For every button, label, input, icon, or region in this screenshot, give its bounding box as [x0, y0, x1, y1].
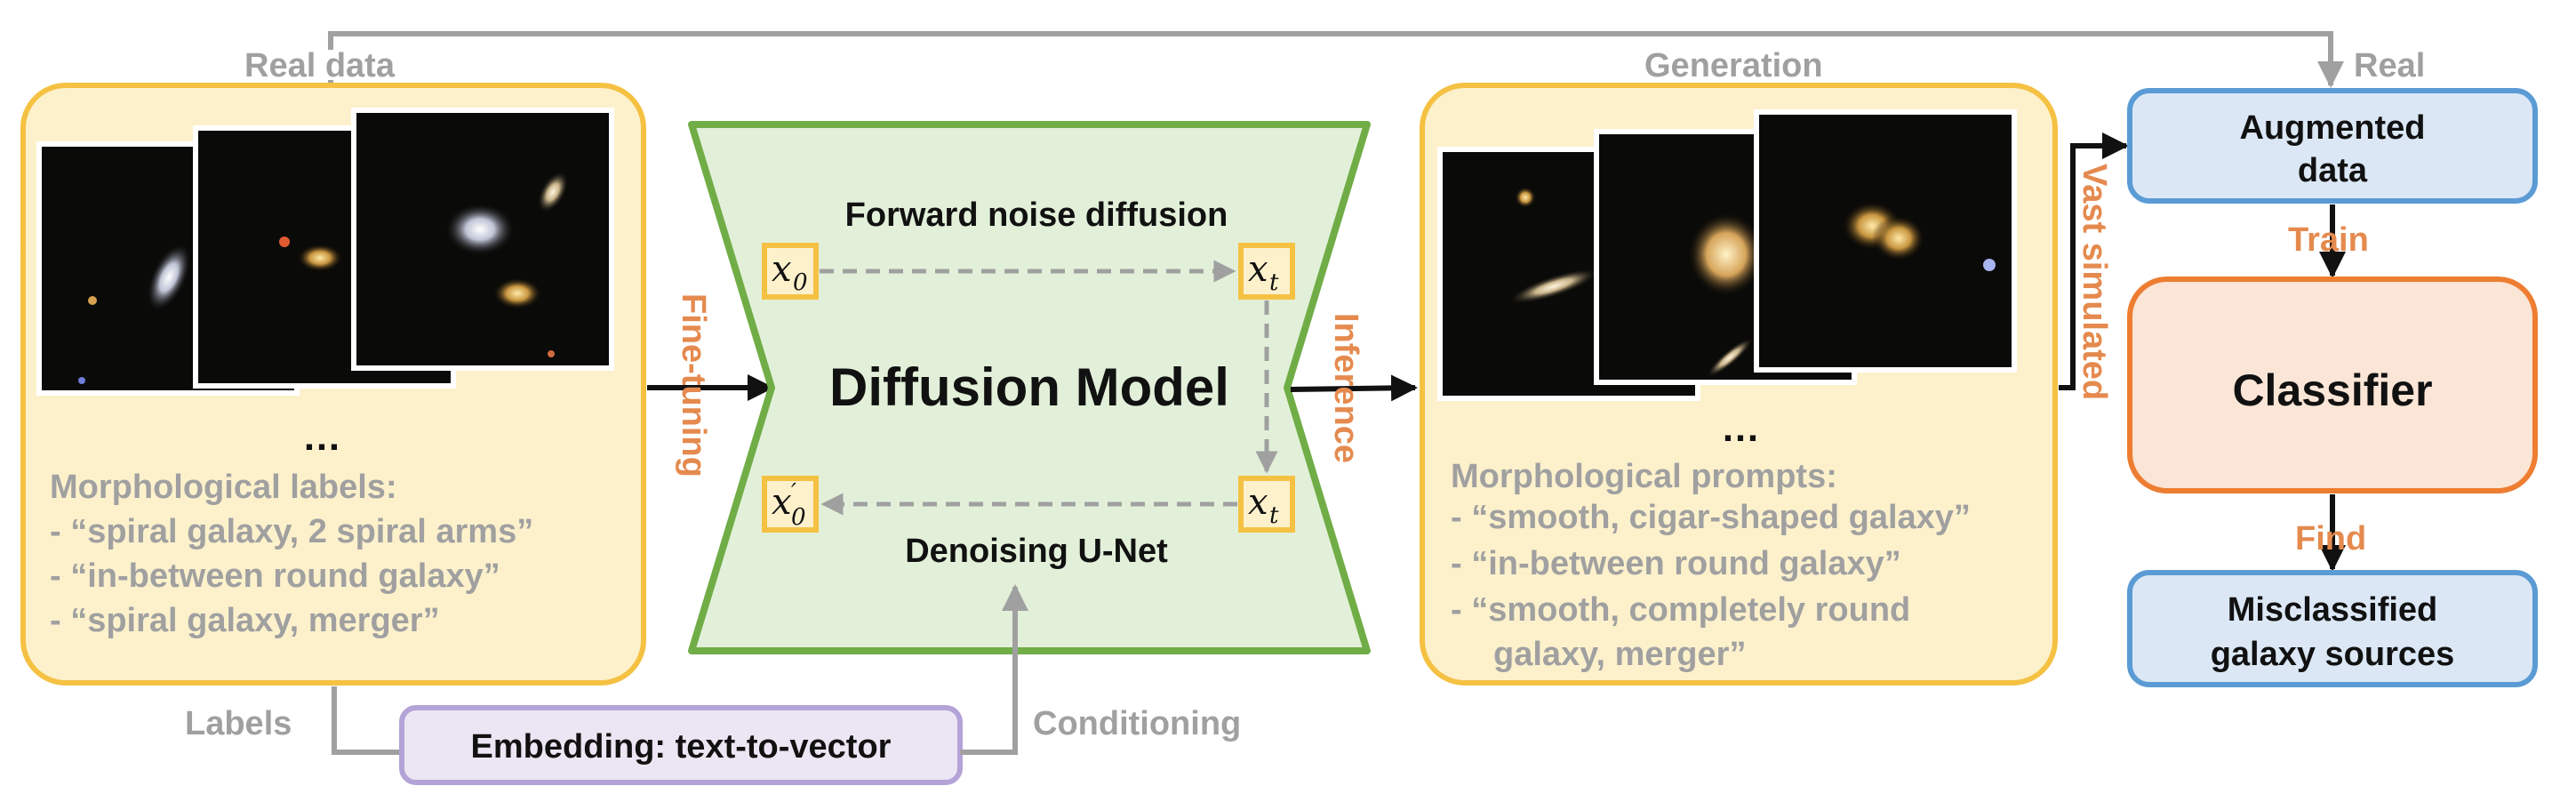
svg-text:x: x: [772, 482, 792, 523]
embedding-box: [399, 705, 963, 785]
vast-simulated-arrow: [2059, 132, 2129, 390]
morph-prompts-title: Morphological prompts:: [1451, 458, 1837, 495]
svg-text:t: t: [1269, 502, 1279, 529]
svg-text:x: x: [772, 249, 792, 290]
labels-connector: [332, 686, 402, 755]
svg-text:′: ′: [791, 479, 796, 506]
svg-text:0: 0: [791, 504, 806, 531]
real-label: Real: [2354, 47, 2425, 84]
augmented-data-box: [2127, 88, 2538, 204]
xt-box-bottom: x t: [1238, 476, 1295, 533]
misclassified-line2: galaxy sources: [2211, 636, 2455, 673]
train-label: Train: [2288, 221, 2369, 259]
label-item-1: - “spiral galaxy, 2 spiral arms”: [50, 513, 533, 550]
real-data-label: Real data: [244, 47, 396, 84]
classifier-box: [2127, 277, 2538, 493]
find-label: Find: [2295, 520, 2366, 557]
label-item-3: - “spiral galaxy, merger”: [50, 602, 440, 639]
denoising-unet-label: Denoising U-Net: [905, 533, 1168, 570]
misclassified-line1: Misclassified: [2228, 591, 2438, 629]
svg-text:t: t: [1269, 269, 1279, 296]
real-data-loop-arrow: [328, 31, 2344, 88]
prompt-item-3: - “smooth, completely round: [1451, 591, 1910, 629]
augmented-line1: Augmented: [2240, 109, 2426, 147]
label-item-2: - “in-between round galaxy”: [50, 557, 500, 595]
generation-label: Generation: [1644, 47, 1823, 84]
real-galaxy-images: [36, 108, 614, 396]
left-ellipsis: …: [302, 415, 341, 459]
misclassified-box: [2127, 570, 2538, 687]
morph-labels-title: Morphological labels:: [50, 469, 397, 506]
right-ellipsis: …: [1721, 406, 1760, 450]
fine-tuning-label: Fine-tuning: [675, 293, 712, 477]
forward-diffusion-label: Forward noise diffusion: [845, 196, 1228, 234]
x0-box: x 0: [762, 243, 819, 300]
diffusion-model-title: Diffusion Model: [829, 357, 1229, 417]
svg-text:x: x: [1248, 482, 1268, 523]
generated-galaxy-images: [1437, 109, 2017, 401]
conditioning-label: Conditioning: [1033, 705, 1241, 742]
augmented-line2: data: [2298, 152, 2368, 189]
conditioning-arrow: [960, 584, 1028, 755]
svg-text:0: 0: [793, 269, 808, 296]
vast-simulated-label: Vast simulated: [2076, 164, 2113, 400]
xt-box-top: x t: [1238, 243, 1295, 300]
prompt-item-1: - “smooth, cigar-shaped galaxy”: [1451, 499, 1971, 536]
prompt-item-2: - “in-between round galaxy”: [1451, 545, 1901, 582]
embedding-label: Embedding: text-to-vector: [471, 728, 892, 766]
diffusion-model-block: [688, 121, 1371, 654]
classifier-label: Classifier: [2232, 365, 2432, 415]
inference-label: Inference: [1327, 313, 1364, 463]
inference-arrow: [1290, 374, 1418, 402]
prompt-item-3-cont: galaxy, merger”: [1493, 636, 1746, 673]
x0-prime-box: x 0 ′: [762, 476, 819, 533]
svg-text:x: x: [1248, 249, 1268, 290]
labels-label: Labels: [185, 705, 292, 742]
